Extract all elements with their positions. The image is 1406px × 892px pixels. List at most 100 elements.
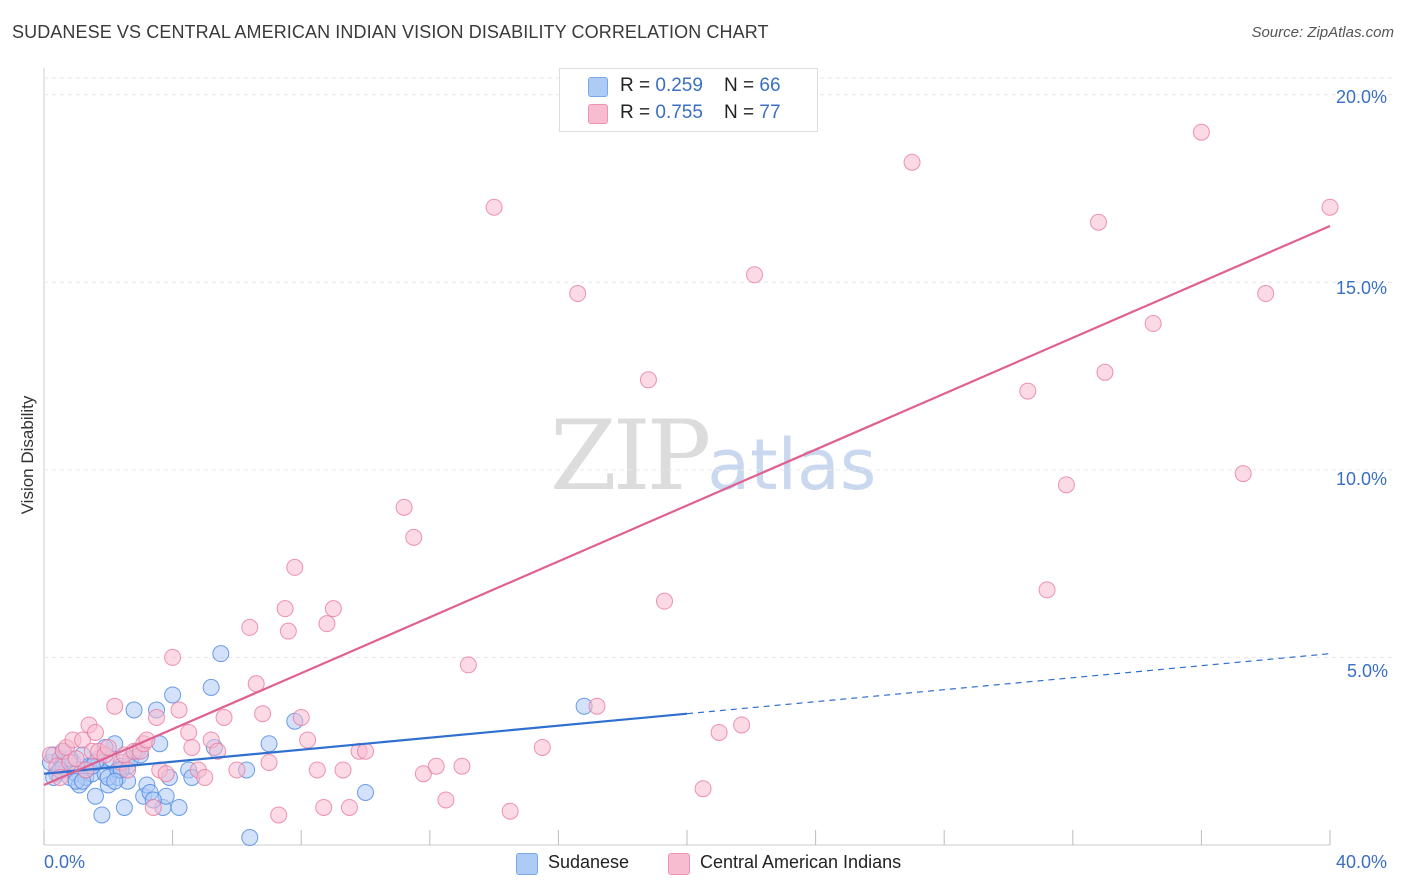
point-central-american-indians-51 (324, 600, 342, 618)
point-central-american-indians-27 (157, 765, 175, 783)
point-central-american-indians-49 (315, 798, 333, 816)
point-central-american-indians-79 (1096, 363, 1114, 381)
point-central-american-indians-55 (357, 742, 374, 760)
point-central-american-indians-71 (710, 723, 728, 741)
bottom-legend-label: Sudanese (548, 852, 630, 872)
point-central-american-indians-69 (655, 592, 673, 610)
y-tick-label-20: 20.0% (1336, 87, 1388, 107)
point-central-american-indians-77 (1057, 476, 1075, 494)
point-central-american-indians-63 (485, 198, 503, 216)
legend-n-value: 66 (759, 75, 781, 96)
point-central-american-indians-72 (733, 716, 751, 734)
point-central-american-indians-70 (694, 780, 712, 798)
legend-swatch-sudanese (588, 77, 608, 97)
point-central-american-indians-76 (1038, 581, 1056, 599)
point-central-american-indians-58 (414, 765, 432, 783)
point-central-american-indians-42 (270, 806, 288, 824)
bottom-legend-label: Central American Indians (700, 852, 902, 872)
point-sudanese-48 (357, 783, 374, 801)
point-central-american-indians-66 (569, 285, 587, 303)
source-label: Source: ZipAtlas.com (1251, 24, 1394, 41)
point-central-american-indians-60 (437, 791, 455, 809)
point-central-american-indians-64 (501, 802, 519, 820)
point-central-american-indians-52 (334, 761, 352, 779)
point-central-american-indians-62 (459, 656, 477, 674)
correlation-legend: R = 0.259 N = 66 R = 0.755 N = 77 (559, 68, 818, 132)
point-central-american-indians-44 (279, 622, 297, 640)
point-central-american-indians-68 (639, 371, 657, 389)
point-central-american-indians-15 (99, 738, 117, 756)
point-central-american-indians-50 (318, 615, 336, 633)
point-central-american-indians-7 (67, 750, 85, 768)
y-tick-label-15: 15.0% (1336, 278, 1388, 298)
legend-r-label: R = (620, 75, 656, 96)
point-central-american-indians-47 (299, 731, 317, 749)
point-central-american-indians-16 (106, 697, 124, 715)
point-central-american-indians-12 (86, 723, 104, 741)
point-central-american-indians-37 (228, 761, 246, 779)
point-central-american-indians-25 (148, 708, 166, 726)
point-central-american-indians-83 (1257, 285, 1275, 303)
point-sudanese-43 (212, 645, 230, 663)
y-tick-label-10: 10.0% (1336, 469, 1388, 489)
watermark: ZIPatlas (550, 400, 876, 512)
point-sudanese-45 (241, 828, 259, 846)
point-central-american-indians-75 (1019, 382, 1037, 400)
legend-r-value: 0.259 (655, 75, 703, 96)
point-central-american-indians-24 (144, 798, 162, 816)
bottom-legend-swatch-central-american-indians (668, 853, 690, 875)
legend-r-value: 0.755 (655, 102, 703, 123)
point-central-american-indians-56 (395, 498, 413, 516)
point-central-american-indians-65 (533, 738, 551, 756)
trend-line-central-american-indians (43, 224, 1331, 786)
point-central-american-indians-43 (276, 600, 294, 618)
point-sudanese-14 (86, 787, 104, 805)
point-sudanese-64 (106, 772, 124, 790)
point-central-american-indians-35 (209, 742, 227, 760)
x-tick-label-min: 0.0% (44, 852, 86, 872)
point-central-american-indians-33 (196, 768, 214, 786)
point-central-american-indians-45 (286, 558, 304, 576)
legend-n-value: 77 (759, 102, 781, 123)
watermark-atlas: atlas (707, 424, 877, 506)
point-central-american-indians-67 (588, 697, 606, 715)
point-central-american-indians-8 (74, 731, 92, 749)
y-tick-label-5: 5.0% (1347, 661, 1389, 681)
point-sudanese-16 (93, 806, 111, 824)
point-central-american-indians-74 (903, 153, 921, 171)
point-central-american-indians-73 (746, 266, 764, 284)
trend-line-extension-sudanese (686, 653, 1331, 715)
chart-title: SUDANESE VS CENTRAL AMERICAN INDIAN VISI… (12, 22, 769, 42)
point-central-american-indians-59 (427, 757, 445, 775)
point-central-american-indians-82 (1234, 465, 1252, 483)
trend-line-sudanese (43, 712, 688, 775)
legend-swatch-central-american-indians (588, 104, 608, 124)
point-central-american-indians-41 (260, 753, 278, 771)
point-sudanese-41 (202, 678, 220, 696)
point-sudanese-46 (260, 735, 278, 753)
legend-n-label: N = (724, 102, 760, 123)
point-sudanese-26 (125, 701, 143, 719)
point-central-american-indians-38 (241, 618, 259, 636)
point-central-american-indians-40 (254, 705, 272, 723)
point-central-american-indians-29 (170, 701, 188, 719)
legend-n-label: N = (724, 75, 760, 96)
bottom-legend-swatch-sudanese (516, 853, 538, 875)
point-central-american-indians-28 (164, 648, 182, 666)
legend-r-label: R = (620, 102, 656, 123)
point-central-american-indians-61 (453, 757, 471, 775)
point-central-american-indians-53 (340, 798, 358, 816)
x-tick-label-max: 40.0% (1336, 852, 1388, 872)
point-central-american-indians-57 (405, 528, 423, 546)
point-central-american-indians-36 (215, 708, 233, 726)
point-central-american-indians-46 (292, 708, 310, 726)
point-central-american-indians-84 (1321, 198, 1339, 216)
point-sudanese-37 (164, 686, 182, 704)
point-sudanese-38 (170, 798, 188, 816)
point-central-american-indians-81 (1192, 123, 1210, 141)
y-axis-title: Vision Disability (18, 395, 37, 515)
point-central-american-indians-31 (183, 738, 201, 756)
point-central-american-indians-80 (1144, 315, 1162, 333)
watermark-zip: ZIP (550, 400, 711, 512)
